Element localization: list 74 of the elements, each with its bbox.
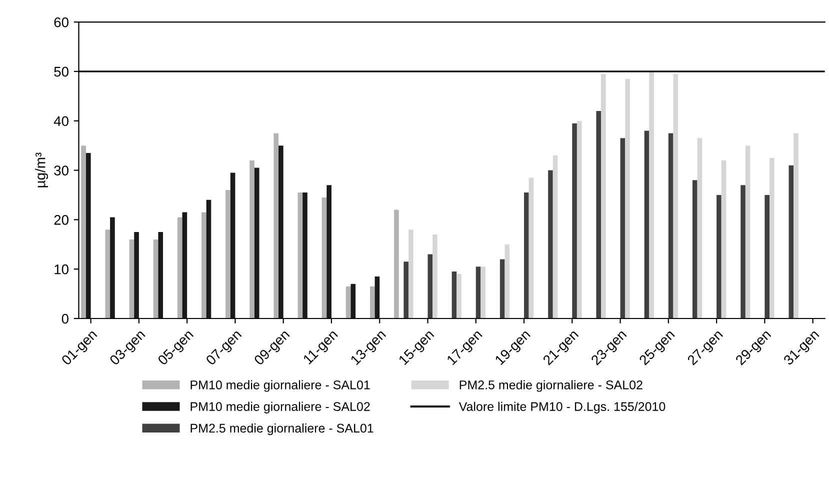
legend-label: PM2.5 medie giornaliere - SAL01 <box>190 423 374 436</box>
bar <box>134 232 139 318</box>
bar <box>504 244 510 318</box>
bar <box>408 230 414 318</box>
bar <box>548 170 553 318</box>
legend-label: PM10 medie giornaliere - SAL02 <box>190 402 370 414</box>
bar <box>625 78 630 318</box>
bar <box>374 276 380 318</box>
bar <box>620 138 626 318</box>
bar <box>274 133 279 318</box>
bar <box>110 217 115 318</box>
bar <box>764 194 770 318</box>
y-axis-title: µg/m³ <box>35 152 48 188</box>
bar <box>206 200 212 318</box>
bar <box>572 123 577 318</box>
bar <box>452 272 457 318</box>
bar <box>500 259 505 318</box>
bar <box>346 286 351 318</box>
bar <box>528 178 534 318</box>
bar <box>697 138 702 318</box>
bar <box>86 152 91 318</box>
bar <box>226 190 230 318</box>
bar <box>298 192 303 318</box>
y-tick-label: 30 <box>54 166 68 176</box>
bar <box>770 158 774 318</box>
bar <box>649 71 654 318</box>
y-tick-label: 0 <box>62 314 68 324</box>
bar <box>322 197 327 318</box>
legend-label: Valore limite PM10 - D.Lgs. 155/2010 <box>458 402 666 414</box>
bar <box>596 110 602 318</box>
bar <box>524 192 529 318</box>
bar <box>230 172 236 318</box>
bar <box>182 212 188 318</box>
bar <box>794 133 798 318</box>
bar <box>370 286 375 318</box>
bar <box>721 160 726 318</box>
bar <box>456 274 462 318</box>
bar <box>480 266 486 318</box>
bar <box>177 217 182 318</box>
bar <box>788 165 794 318</box>
legend-label: PM2.5 medie giornaliere - SAL02 <box>460 380 642 392</box>
bar <box>601 74 606 318</box>
bar <box>81 146 86 318</box>
bar <box>153 239 158 318</box>
y-tick-label: 40 <box>54 116 68 126</box>
y-tick-label: 20 <box>54 215 68 225</box>
bar <box>404 262 408 318</box>
bar <box>158 232 163 318</box>
y-tick-label: 10 <box>54 264 68 274</box>
bar <box>326 185 332 318</box>
bar <box>476 266 481 318</box>
y-tick-label: 60 <box>54 17 68 28</box>
bar <box>278 146 284 318</box>
bar <box>668 133 674 318</box>
bar <box>129 239 134 318</box>
bar <box>716 194 722 318</box>
bar <box>202 212 206 318</box>
bar <box>250 160 254 318</box>
bar <box>552 155 558 318</box>
legend-label: PM10 medie giornaliere - SAL01 <box>190 380 370 392</box>
bar <box>254 168 260 318</box>
bar <box>350 284 356 318</box>
bar <box>745 146 750 318</box>
bar <box>644 130 650 318</box>
bar <box>740 185 746 318</box>
bar <box>394 210 399 318</box>
bar <box>428 254 433 318</box>
bar <box>673 74 678 318</box>
bar <box>302 192 308 318</box>
bar <box>432 234 438 318</box>
bar <box>692 180 698 318</box>
bar <box>105 230 110 318</box>
y-tick-label: 50 <box>54 66 68 77</box>
bar <box>576 120 582 318</box>
